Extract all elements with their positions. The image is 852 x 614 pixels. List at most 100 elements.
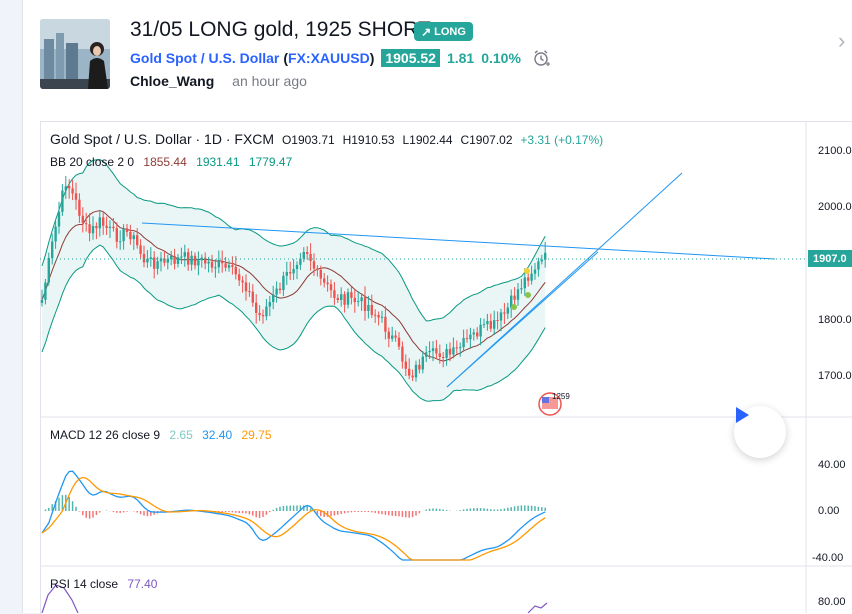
candle-body (540, 259, 543, 262)
candle-body (486, 320, 489, 325)
author-name-link[interactable]: Chloe_Wang (130, 73, 215, 89)
candle-body (265, 306, 268, 317)
candle-body (153, 257, 156, 269)
rsi-pane (41, 584, 548, 613)
candle-body (319, 269, 322, 279)
rsi-legend[interactable]: RSI 14 close 77.40 (50, 577, 157, 591)
candle-body (350, 292, 353, 298)
candle-body (523, 277, 526, 289)
price-change: 1.81 (446, 50, 475, 66)
candle-body (397, 337, 401, 347)
candle-body (346, 292, 350, 305)
candle-body (391, 335, 394, 339)
candle-body (275, 288, 278, 295)
candle-body (462, 338, 465, 348)
candle-body (156, 261, 159, 269)
idea-title: 31/05 LONG gold, 1925 SHORT (130, 18, 431, 41)
candle-body (302, 252, 305, 259)
main-legend-title: Gold Spot / U.S. Dollar · 1D · FXCM (50, 131, 275, 147)
candle-body (129, 232, 132, 240)
candle-body (98, 217, 101, 229)
author-line: Chloe_Wang an hour ago (130, 73, 307, 89)
us-flag-event-icon[interactable] (538, 392, 562, 416)
candle-body (329, 284, 333, 291)
candle-body (119, 241, 122, 243)
trend-lines[interactable] (141, 172, 776, 388)
rsi-value: 77.40 (127, 577, 158, 591)
candle-body (442, 357, 445, 358)
main-legend[interactable]: Gold Spot / U.S. Dollar · 1D · FXCM O190… (50, 131, 603, 147)
candle-body (217, 261, 220, 268)
candle-body (54, 226, 57, 242)
candle-body (68, 186, 71, 189)
play-icon (736, 407, 749, 423)
candle-body (108, 226, 112, 228)
bb-upper-value: 1931.41 (196, 155, 240, 169)
candle-body (340, 294, 343, 300)
candle-body (51, 241, 54, 258)
author-avatar[interactable] (40, 19, 110, 89)
candle-body (115, 228, 118, 242)
last-price-tag: 1907.0 (808, 250, 852, 267)
macd-hist-value: 2.65 (169, 428, 193, 442)
macd-axis-label: 0.00 (818, 505, 840, 517)
candle-body (149, 257, 152, 259)
candle-body (57, 211, 61, 227)
play-button[interactable] (734, 406, 786, 458)
symbol-code[interactable]: (FX:XAUUSD) (283, 50, 375, 66)
long-badge: ↗ LONG (414, 22, 473, 41)
candle-body (384, 316, 387, 332)
candle-body (401, 346, 404, 362)
candle-body (452, 347, 455, 355)
candle-body (210, 261, 214, 268)
candle-body (404, 361, 407, 369)
macd-legend[interactable]: MACD 12 26 close 9 2.65 32.40 29.75 (50, 428, 272, 442)
candle-body (40, 299, 44, 303)
price-axis-label: 1700.0 (818, 370, 852, 382)
candle-body (78, 199, 81, 216)
candle-body (520, 288, 523, 290)
candle-body (425, 352, 428, 357)
candle-body (176, 257, 180, 264)
candle-body (125, 228, 129, 232)
candle-body (234, 266, 237, 275)
rsi-legend-label: RSI 14 close (50, 577, 119, 591)
candle-body (227, 265, 231, 268)
candle-body (370, 304, 373, 315)
candle-body (482, 324, 486, 326)
candle-body (231, 265, 234, 267)
arrow-up-right-icon: ↗ (421, 24, 432, 39)
bollinger-band-area (42, 159, 546, 402)
avatar-photo-icon (40, 19, 110, 89)
symbol-name-link[interactable]: Gold Spot / U.S. Dollar (130, 50, 280, 66)
candle-body (479, 324, 482, 337)
candle-body (112, 226, 115, 229)
macd-signal-line (41, 476, 546, 561)
candle-body (459, 347, 462, 349)
candle-body (496, 320, 499, 321)
candle-body (197, 260, 200, 266)
price-axis-label: 2000.0 (818, 201, 852, 213)
candle-body (214, 267, 217, 269)
candle-body (221, 261, 224, 264)
candle-body (353, 297, 356, 303)
bb-legend[interactable]: BB 20 close 2 0 1855.44 1931.41 1779.47 (50, 155, 292, 169)
candle-body (455, 347, 458, 349)
candle-body (503, 312, 506, 314)
bb-lower-value: 1779.47 (248, 155, 293, 169)
candle-body (414, 364, 418, 378)
candle-body (74, 193, 78, 200)
price-axis-label: 1800.0 (818, 314, 852, 326)
candle-body (377, 315, 380, 318)
bb-legend-label: BB 20 close 2 0 (50, 155, 135, 169)
chevron-right-icon[interactable]: › (838, 28, 846, 53)
alarm-clock-icon[interactable] (533, 49, 551, 67)
candle-body (193, 255, 197, 266)
candle-body (244, 282, 248, 292)
signal-dot (524, 268, 530, 274)
candle-body (438, 353, 441, 357)
candle-body (142, 253, 146, 263)
ohlc-low: L1902.44 (402, 133, 453, 147)
candle-body (380, 316, 384, 318)
